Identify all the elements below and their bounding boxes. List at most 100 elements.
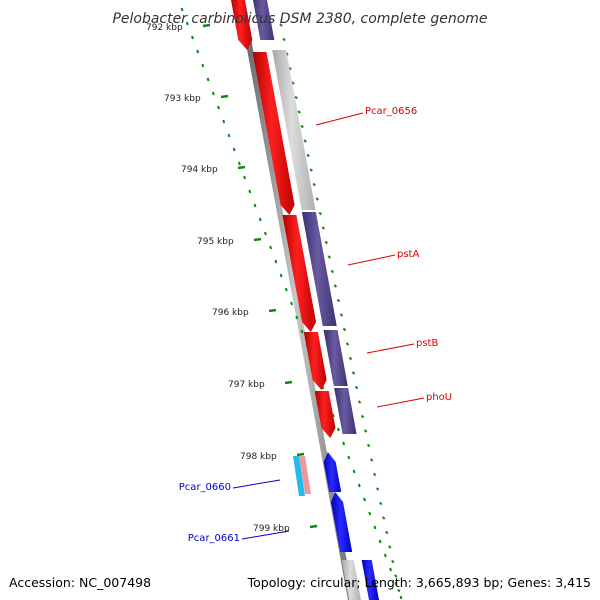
tick-label: 794 kbp <box>181 165 218 175</box>
tick-dot <box>389 567 393 572</box>
tick-label: 797 kbp <box>228 380 265 390</box>
gene-label: phoU <box>426 392 452 403</box>
tick-dot <box>191 35 194 40</box>
gene-label: Pcar_0656 <box>365 106 417 117</box>
tick-dot <box>363 429 368 433</box>
tick-label: 799 kbp <box>253 524 290 534</box>
tick-dot <box>372 472 377 477</box>
tick-dot <box>243 175 247 180</box>
tick-dot <box>357 483 361 488</box>
tick-dot <box>348 356 353 361</box>
tick-dot <box>378 501 383 506</box>
gene-arrow <box>282 215 317 332</box>
cds-box <box>301 212 337 326</box>
tick-dot <box>264 231 267 236</box>
tick-dot <box>366 443 371 448</box>
misc-feature <box>299 456 311 494</box>
gene-track <box>230 0 379 600</box>
cds-box <box>323 330 348 386</box>
tick-dot <box>339 313 344 317</box>
tick-label: 792 kbp <box>146 23 183 33</box>
tick-label: 795 kbp <box>197 237 234 247</box>
tick-dot <box>300 124 304 129</box>
tick-dot <box>394 574 398 578</box>
tick-dot <box>345 342 350 346</box>
tick-dot <box>388 545 392 549</box>
tick-dot <box>391 559 395 564</box>
tick-dot <box>279 23 283 27</box>
gene-arrow <box>230 0 253 50</box>
tick-dot <box>368 511 372 516</box>
tick-dot <box>185 21 189 26</box>
tick-dot <box>354 385 359 390</box>
tick-label: 796 kbp <box>212 308 249 318</box>
tick-dot <box>357 400 362 404</box>
gene-label: pstA <box>397 249 419 260</box>
tick-dot <box>291 81 295 85</box>
tick-dot <box>284 287 288 292</box>
gene-arrow <box>252 52 295 215</box>
tick-dot <box>333 284 338 288</box>
cds-box <box>341 560 361 600</box>
tick-dot <box>318 211 322 216</box>
gene-label-leader <box>315 112 364 126</box>
cds-box <box>272 50 316 210</box>
tick-dot <box>201 63 205 68</box>
tick-dot <box>300 329 304 334</box>
tick-dot <box>279 273 283 278</box>
tick-dot <box>274 259 278 264</box>
tick-dot <box>327 255 332 259</box>
tick-dot <box>180 7 184 12</box>
tick-label: 793 kbp <box>164 94 201 104</box>
tick-dot <box>309 168 313 172</box>
tick-dot <box>378 539 382 544</box>
tick-dot <box>373 525 377 530</box>
gene-arrow <box>314 391 336 438</box>
topology-text: Topology: circular; Length: 3,665,893 bp… <box>247 575 591 590</box>
cds-box <box>334 388 357 434</box>
gene-label-leader <box>347 254 396 266</box>
rna-feature <box>293 456 305 496</box>
tick-dot <box>369 458 374 462</box>
gene-arrow-reverse <box>331 492 353 552</box>
tick-dot <box>385 530 389 535</box>
tick-dot <box>297 110 301 114</box>
tick-mark <box>296 452 305 457</box>
tick-dot <box>303 139 307 143</box>
tick-dot <box>342 327 347 332</box>
tick-dot <box>196 49 200 54</box>
tick-dot <box>294 95 298 100</box>
tick-dot <box>290 301 293 306</box>
tick-labels: 792 kbp 793 kbp 794 kbp 795 kbp 796 kbp 797 k… <box>146 23 318 534</box>
gene-label-leader <box>241 530 290 540</box>
tick-mark <box>220 94 229 99</box>
tick-dot <box>312 182 316 187</box>
tick-dot <box>360 414 365 419</box>
tick-dot <box>330 269 335 274</box>
accession-text: Accession: NC_007498 <box>9 575 151 590</box>
tick-dot <box>336 427 340 432</box>
tick-dot <box>206 77 210 82</box>
tick-dot <box>363 497 366 502</box>
tick-mark <box>309 524 318 529</box>
tick-dot <box>336 298 341 303</box>
tick-mark <box>268 308 277 313</box>
gene-arrow-reverse <box>323 452 342 492</box>
tick-dot <box>324 240 329 245</box>
gene-label-leader <box>232 479 281 489</box>
tick-mark <box>253 237 262 242</box>
tick-dot <box>382 516 386 520</box>
tick-dots <box>180 7 403 600</box>
tick-dot <box>282 37 286 42</box>
tick-mark <box>202 23 211 28</box>
gene-arrow <box>303 332 327 390</box>
gene-label: Pcar_0661 <box>188 533 240 544</box>
gene-labels: Pcar_0656 pstA pstB phoU Pcar_0660 Pcar_0661 <box>179 106 452 544</box>
tick-dot <box>306 153 310 158</box>
tick-dot <box>394 581 398 586</box>
cds-box <box>361 560 379 600</box>
tick-mark <box>237 165 246 170</box>
tick-dot <box>315 197 319 201</box>
tick-dot <box>237 161 241 166</box>
tick-dot <box>352 469 356 474</box>
